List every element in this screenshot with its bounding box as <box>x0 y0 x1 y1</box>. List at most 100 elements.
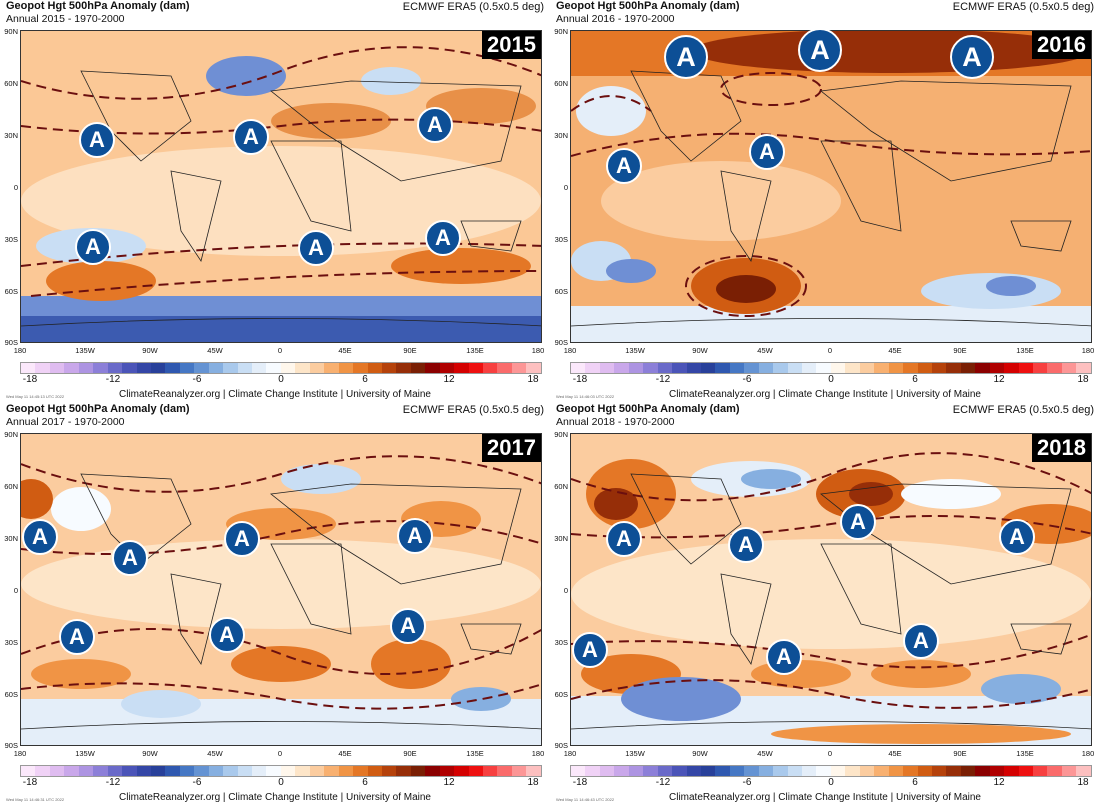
colorbar-swatch <box>122 766 137 776</box>
colorbar-swatch <box>21 363 36 373</box>
colorbar-swatch <box>744 363 759 373</box>
colorbar-swatch <box>729 363 745 373</box>
colorbar-swatch <box>252 766 267 776</box>
anticyclone-marker: A <box>999 519 1035 555</box>
colorbar-tick: -18 <box>22 374 38 385</box>
colorbar-tick: -6 <box>192 777 202 788</box>
anticyclone-marker: A <box>664 35 708 79</box>
lat-tick: 60N <box>4 482 18 491</box>
colorbar-swatch <box>208 363 224 373</box>
anticyclone-marker: A <box>606 521 642 557</box>
colorbar-swatch <box>614 766 629 776</box>
credit-line: ClimateReanalyzer.org | Climate Change I… <box>119 792 431 803</box>
lon-tick: 135E <box>466 749 484 758</box>
colorbar-swatch <box>439 363 455 373</box>
colorbar-swatch <box>975 363 990 373</box>
colorbar-tick: 6 <box>362 777 368 788</box>
colorbar-swatch <box>381 766 397 776</box>
lon-tick: 135W <box>625 749 645 758</box>
dataset-label: ECMWF ERA5 (0.5x0.5 deg) <box>402 404 544 416</box>
colorbar-swatch <box>122 363 137 373</box>
lat-tick: 60N <box>554 79 568 88</box>
colorbar-tick: -18 <box>572 777 588 788</box>
colorbar-swatch <box>888 363 904 373</box>
lon-tick: 45E <box>888 749 902 758</box>
colorbar-tick: -6 <box>742 374 752 385</box>
panel-title: Geopot Hgt 500hPa Anomaly (dam) <box>556 403 740 415</box>
anomaly-map: 2015 <box>20 30 542 343</box>
colorbar-swatch <box>223 766 238 776</box>
colorbar-swatch <box>194 766 209 776</box>
colorbar-swatch <box>396 766 411 776</box>
colorbar-swatch <box>643 363 658 373</box>
colorbar-swatch <box>324 766 339 776</box>
lon-tick: 0 <box>827 346 833 355</box>
year-label: 2017 <box>482 434 541 462</box>
colorbar-swatch <box>179 363 195 373</box>
anticyclone-marker: A <box>224 521 260 557</box>
lon-tick: 180 <box>13 346 27 355</box>
anticyclone-marker: A <box>798 28 842 72</box>
colorbar-swatch <box>599 766 615 776</box>
lon-tick: 90E <box>953 346 967 355</box>
colorbar <box>20 765 542 777</box>
colorbar-swatch <box>700 766 716 776</box>
colorbar-swatch <box>874 766 889 776</box>
colorbar-swatch <box>353 363 368 373</box>
colorbar-swatch <box>571 363 586 373</box>
colorbar-swatch <box>497 766 512 776</box>
lon-tick: 135W <box>75 346 95 355</box>
lat-tick: 30S <box>554 638 568 647</box>
colorbar-tick: -6 <box>192 374 202 385</box>
colorbar-swatch <box>1018 363 1033 373</box>
colorbar-swatch <box>454 766 469 776</box>
colorbar-swatch <box>93 363 108 373</box>
colorbar-swatch <box>1004 363 1019 373</box>
anticyclone-marker: A <box>79 122 115 158</box>
lon-tick: 180 <box>13 749 27 758</box>
colorbar-swatch <box>396 363 411 373</box>
colorbar-tick: 0 <box>278 777 284 788</box>
colorbar-swatch <box>874 363 889 373</box>
anticyclone-marker: A <box>209 617 245 653</box>
lat-tick: 90N <box>554 27 568 36</box>
year-label: 2016 <box>1032 31 1091 59</box>
colorbar-swatch <box>295 363 310 373</box>
lon-tick: 180 <box>531 346 545 355</box>
colorbar-tick: 18 <box>527 374 539 385</box>
colorbar <box>570 362 1092 374</box>
dataset-label: ECMWF ERA5 (0.5x0.5 deg) <box>952 1 1094 13</box>
colorbar-swatch <box>1047 766 1062 776</box>
lon-tick: 90W <box>692 346 708 355</box>
colorbar-swatch <box>931 766 947 776</box>
colorbar-swatch <box>179 766 195 776</box>
colorbar-swatch <box>643 766 658 776</box>
lat-tick: 60S <box>554 287 568 296</box>
colorbar-tick: 0 <box>828 777 834 788</box>
colorbar-tick: 18 <box>1077 777 1089 788</box>
lat-tick: 30S <box>554 235 568 244</box>
lon-tick: 45W <box>207 749 223 758</box>
colorbar-swatch <box>511 363 527 373</box>
panel-subtitle: Annual 2018 - 1970-2000 <box>556 416 675 428</box>
anticyclone-marker: A <box>766 639 802 675</box>
colorbar-swatch <box>816 363 831 373</box>
colorbar-swatch <box>729 766 745 776</box>
colorbar <box>570 765 1092 777</box>
colorbar-swatch <box>946 766 961 776</box>
colorbar-swatch <box>975 766 990 776</box>
colorbar-swatch <box>49 363 65 373</box>
colorbar-tick: -12 <box>105 374 121 385</box>
colorbar-swatch <box>136 766 151 776</box>
colorbar-swatch <box>830 766 846 776</box>
colorbar-swatch <box>208 766 224 776</box>
credit-line: ClimateReanalyzer.org | Climate Change I… <box>119 389 431 400</box>
lat-tick: 90S <box>4 338 18 347</box>
colorbar-swatch <box>280 363 296 373</box>
anticyclone-marker: A <box>397 518 433 554</box>
lat-tick: 30S <box>4 235 18 244</box>
colorbar-swatch <box>802 766 817 776</box>
year-label: 2018 <box>1032 434 1091 462</box>
anticyclone-marker: A <box>233 119 269 155</box>
colorbar-swatch <box>439 766 455 776</box>
